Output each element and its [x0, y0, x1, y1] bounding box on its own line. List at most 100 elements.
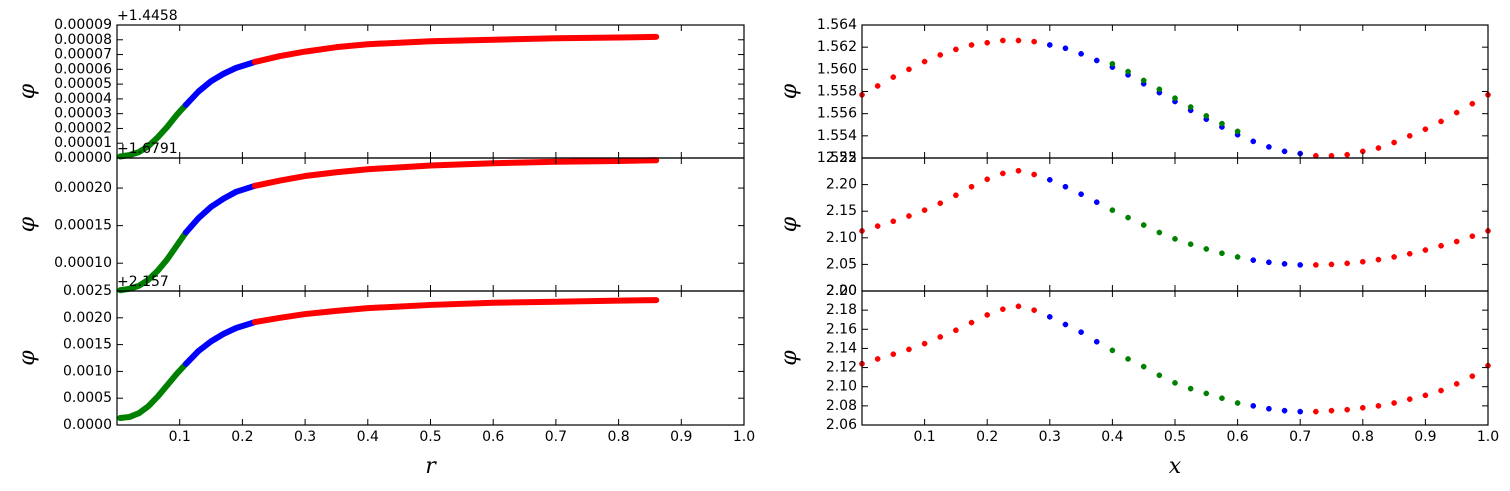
data-point: [1281, 407, 1288, 414]
x-tick-label: 0.4: [357, 429, 379, 445]
data-point: [1250, 138, 1257, 145]
data-point: [1422, 247, 1429, 253]
data-line: [117, 101, 189, 160]
data-point: [937, 334, 944, 340]
y-tick-label: 2.18: [826, 302, 857, 318]
x-tick-label: 0.3: [294, 429, 316, 445]
x-tick-label: 0.8: [1352, 429, 1374, 445]
data-point: [921, 340, 928, 347]
y-tick-label: 0.00006: [54, 61, 112, 77]
data-line: [251, 33, 660, 65]
data-point: [1391, 139, 1397, 146]
data-point: [890, 74, 897, 80]
data-point: [1140, 77, 1147, 84]
data-point: [1219, 120, 1225, 127]
data-point: [1375, 256, 1382, 263]
data-point: [1469, 100, 1476, 107]
data-point: [968, 183, 975, 190]
data-point: [1015, 37, 1022, 44]
data-point: [937, 200, 944, 207]
y-tick-label: 2.25: [826, 150, 857, 166]
data-line: [251, 157, 660, 189]
data-point: [968, 319, 975, 326]
data-point: [953, 46, 959, 53]
offset-text: +1.6791: [117, 141, 178, 157]
data-line: [182, 319, 258, 367]
y-tick-label: 0.00015: [54, 218, 112, 234]
data-point: [1375, 145, 1382, 151]
y-tick-label: 0.00002: [54, 120, 112, 136]
data-point: [1422, 126, 1429, 133]
data-point: [906, 66, 912, 73]
data-point: [1046, 313, 1053, 320]
x-tick-label: 0.3: [1039, 429, 1061, 445]
data-point: [937, 52, 944, 58]
y-axis-label: φ: [777, 83, 802, 99]
x-tick-label: 0.7: [1289, 429, 1311, 445]
y-tick-label: 0.00007: [54, 47, 112, 63]
y-tick-label: 1.562: [817, 39, 857, 55]
y-tick-label: 0.0000: [63, 417, 112, 433]
data-point: [1328, 261, 1335, 268]
data-point: [1406, 396, 1413, 403]
data-point: [1093, 338, 1100, 345]
x-tick-label: 0.9: [1414, 429, 1436, 445]
axes-frame: [116, 290, 745, 426]
data-point: [953, 192, 959, 199]
y-tick-label: 2.06: [826, 417, 857, 433]
data-point: [1062, 183, 1069, 190]
y-tick-label: 1.564: [817, 17, 857, 33]
offset-text: +2.157: [117, 274, 169, 290]
y-tick-label: 0.00005: [54, 76, 112, 92]
x-tick-label: 0.9: [670, 429, 692, 445]
y-tick-label: 0.00008: [54, 32, 112, 48]
data-point: [874, 83, 881, 89]
data-point: [1203, 246, 1210, 252]
y-tick-label: 0.00001: [54, 135, 112, 151]
data-point: [984, 176, 991, 183]
data-line: [117, 360, 189, 422]
y-tick-label: 0.00000: [54, 150, 112, 166]
x-axis-label: x: [1169, 454, 1182, 479]
data-point: [1281, 148, 1288, 155]
y-tick-label: 2.00: [826, 283, 857, 299]
y-tick-label: 0.00009: [54, 17, 112, 33]
data-point: [1031, 307, 1038, 313]
data-point: [984, 312, 991, 318]
data-point: [906, 346, 912, 353]
data-point: [1453, 238, 1460, 245]
data-point: [1125, 68, 1131, 75]
data-point: [1297, 262, 1304, 268]
x-axis-label: r: [425, 454, 437, 479]
y-tick-label: 1.556: [817, 106, 857, 122]
y-tick-label: 0.0015: [63, 337, 112, 353]
y-tick-label: 0.00020: [54, 180, 112, 196]
data-point: [1406, 132, 1413, 139]
data-point: [1000, 37, 1006, 44]
y-tick-label: 0.0025: [63, 283, 112, 299]
data-point: [1093, 57, 1100, 64]
data-line: [182, 58, 258, 108]
y-tick-label: 1.558: [817, 84, 857, 100]
data-point: [1015, 167, 1022, 174]
data-point: [1234, 400, 1241, 406]
data-point: [921, 58, 928, 65]
y-tick-label: 1.560: [817, 61, 857, 77]
y-axis-label: φ: [15, 350, 40, 366]
data-point: [1375, 403, 1382, 409]
y-tick-label: 0.00003: [54, 106, 112, 122]
y-tick-label: 0.0020: [63, 310, 112, 326]
data-point: [953, 327, 959, 334]
x-tick-label: 0.1: [169, 429, 191, 445]
data-point: [968, 42, 975, 48]
data-point: [1203, 390, 1210, 397]
data-point: [1093, 199, 1100, 206]
y-tick-label: 0.0010: [63, 363, 112, 379]
offset-text: +1.4458: [117, 8, 178, 24]
y-tick-label: 2.14: [826, 340, 857, 356]
data-point: [1140, 363, 1147, 370]
data-point: [1266, 405, 1272, 412]
data-point: [1125, 356, 1131, 362]
y-tick-label: 2.10: [826, 230, 857, 246]
